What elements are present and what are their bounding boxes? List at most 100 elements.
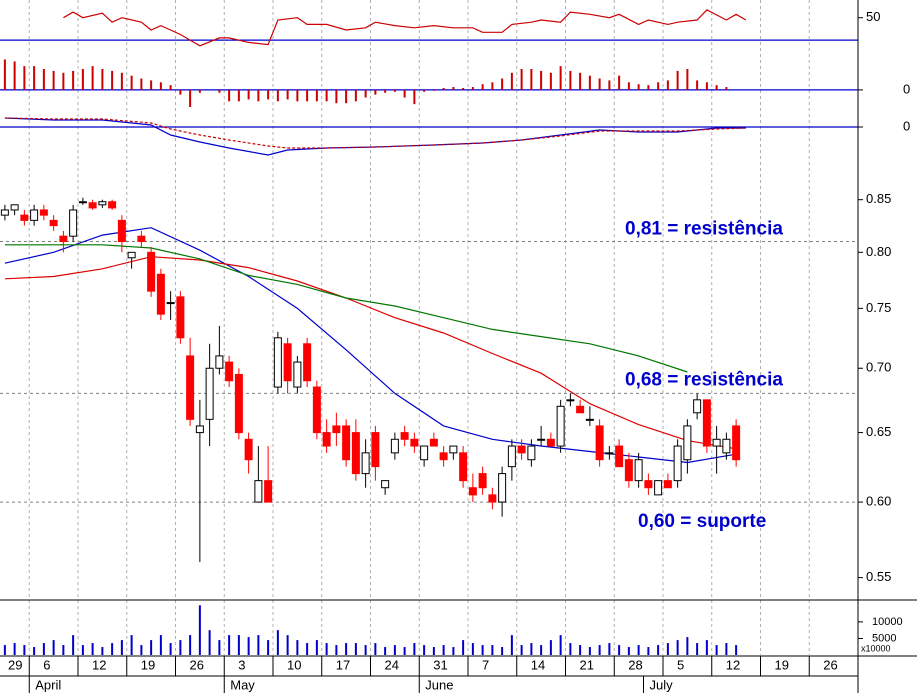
bar <box>62 645 65 655</box>
bar <box>62 72 65 90</box>
bar <box>52 640 55 655</box>
y-tick-label: 0.65 <box>866 424 891 439</box>
y-tick-label: 10000 <box>872 616 903 628</box>
bar <box>325 89 328 102</box>
bar <box>315 640 318 655</box>
candle-body <box>69 209 78 237</box>
bar <box>627 82 630 90</box>
bar <box>676 640 679 655</box>
bar <box>276 630 279 655</box>
level-annotation: 0,81 = resistência <box>625 219 783 240</box>
bar <box>52 70 55 90</box>
y-tick-label: 50 <box>866 9 880 24</box>
bar <box>647 85 650 90</box>
bar <box>159 635 162 655</box>
candle-body <box>117 219 126 243</box>
bar <box>725 87 728 90</box>
bar <box>198 89 201 93</box>
candle-body <box>59 235 68 243</box>
candle-body <box>361 452 370 475</box>
bar <box>140 78 143 90</box>
candle-body <box>264 480 273 503</box>
bar <box>618 75 621 90</box>
bar <box>150 80 153 90</box>
y-tick-label: 0 <box>903 118 910 133</box>
bar <box>618 645 621 655</box>
bar <box>462 88 465 90</box>
bar <box>218 640 221 655</box>
bar <box>393 89 396 92</box>
x-tick-label: 21 <box>580 657 594 672</box>
candle-body <box>342 425 351 461</box>
x-tick-label: 28 <box>628 657 642 672</box>
bar <box>150 640 153 655</box>
candle-body <box>673 445 682 482</box>
bar <box>354 89 357 102</box>
candle-body <box>517 445 526 454</box>
bar <box>569 70 572 90</box>
bar <box>267 89 270 100</box>
bar <box>198 605 201 655</box>
x-tick-label: 12 <box>92 657 106 672</box>
bar <box>696 80 699 90</box>
x-tick-label: 10 <box>287 657 301 672</box>
candle-body <box>30 209 39 221</box>
y-tick-label: 5000 <box>872 632 896 644</box>
bar <box>42 69 45 90</box>
x-tick-label: 31 <box>433 657 447 672</box>
candle-body <box>498 473 507 503</box>
bar <box>159 82 162 90</box>
bar <box>247 89 250 100</box>
line-series <box>4 117 746 156</box>
candle-body <box>595 425 604 461</box>
candle-body <box>644 480 653 489</box>
bar <box>374 643 377 655</box>
candle-body <box>215 355 224 369</box>
candle-body <box>88 202 97 209</box>
bar <box>140 645 143 655</box>
bar <box>3 59 6 90</box>
bar <box>364 645 367 655</box>
bar <box>23 66 26 90</box>
bar <box>296 640 299 655</box>
bar <box>588 647 591 655</box>
x-tick-label: 14 <box>531 657 545 672</box>
bar <box>393 645 396 655</box>
candle-body <box>439 452 448 461</box>
candle-body <box>527 445 536 461</box>
bar <box>13 61 16 90</box>
bar <box>696 643 699 655</box>
y-tick-label: 0.55 <box>866 569 891 584</box>
bar <box>686 637 689 655</box>
bar <box>111 643 114 655</box>
bar <box>715 85 718 90</box>
bar <box>452 647 455 655</box>
bar <box>228 89 231 102</box>
bar <box>725 643 728 655</box>
bar <box>501 647 504 655</box>
candle-body <box>147 251 156 292</box>
x-tick-label: 26 <box>823 657 837 672</box>
bar <box>403 89 406 98</box>
candle-body <box>410 438 419 447</box>
candle-body <box>537 438 546 441</box>
bar <box>374 89 377 95</box>
candle-body <box>634 459 643 482</box>
bar <box>462 640 465 655</box>
y-tick-label: 0.85 <box>866 191 891 206</box>
candle-body <box>381 480 390 489</box>
bar <box>657 645 660 655</box>
bar <box>335 645 338 655</box>
bar <box>237 635 240 655</box>
bar <box>218 89 221 93</box>
candle-body <box>459 452 468 482</box>
bar <box>228 635 231 655</box>
bar <box>72 70 75 90</box>
candle-body <box>195 425 204 434</box>
x-tick-label: 12 <box>726 657 740 672</box>
bar <box>735 645 738 655</box>
candle-body <box>78 201 87 204</box>
bar <box>530 643 533 655</box>
